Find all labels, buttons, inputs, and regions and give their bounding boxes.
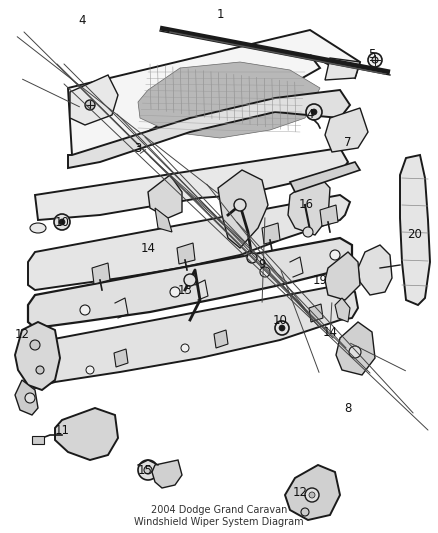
Text: 15: 15 (138, 464, 152, 477)
Polygon shape (309, 304, 323, 322)
Polygon shape (325, 58, 360, 80)
Circle shape (349, 346, 361, 358)
Text: 5: 5 (368, 49, 376, 61)
Polygon shape (285, 465, 340, 520)
Polygon shape (325, 252, 360, 300)
Polygon shape (358, 245, 392, 295)
Polygon shape (152, 460, 182, 488)
Text: 7: 7 (344, 136, 352, 149)
Polygon shape (55, 408, 118, 460)
Circle shape (25, 393, 35, 403)
Polygon shape (68, 30, 360, 155)
Circle shape (303, 227, 313, 237)
Polygon shape (290, 162, 360, 192)
Polygon shape (28, 195, 350, 290)
Text: 14: 14 (322, 326, 338, 338)
Polygon shape (155, 208, 172, 232)
Circle shape (368, 53, 382, 67)
Circle shape (306, 104, 322, 120)
Circle shape (86, 366, 94, 374)
Polygon shape (114, 349, 128, 367)
Polygon shape (15, 380, 38, 415)
Text: 12: 12 (14, 328, 29, 342)
Polygon shape (28, 285, 358, 388)
Text: 10: 10 (55, 215, 70, 229)
Ellipse shape (30, 223, 46, 233)
Polygon shape (288, 175, 330, 235)
Text: 16: 16 (299, 198, 314, 212)
Polygon shape (336, 322, 375, 375)
Text: 1: 1 (216, 9, 224, 21)
Text: 12: 12 (293, 486, 307, 498)
Polygon shape (28, 238, 352, 328)
Circle shape (279, 325, 285, 331)
Polygon shape (335, 298, 350, 322)
Polygon shape (177, 243, 195, 264)
Circle shape (59, 219, 65, 225)
Circle shape (54, 214, 70, 230)
Text: 13: 13 (177, 284, 192, 296)
Circle shape (309, 492, 315, 498)
Circle shape (181, 344, 189, 352)
Circle shape (30, 340, 40, 350)
Text: Windshield Wiper System Diagram: Windshield Wiper System Diagram (134, 517, 304, 527)
Polygon shape (138, 62, 320, 138)
Circle shape (80, 305, 90, 315)
Polygon shape (325, 108, 368, 152)
Circle shape (36, 366, 44, 374)
Circle shape (311, 109, 317, 115)
Polygon shape (400, 155, 430, 305)
Circle shape (260, 267, 270, 277)
FancyBboxPatch shape (32, 436, 44, 444)
Text: 2004 Dodge Grand Caravan: 2004 Dodge Grand Caravan (151, 505, 287, 515)
Polygon shape (35, 148, 348, 220)
Text: 4: 4 (306, 109, 314, 122)
Circle shape (305, 488, 319, 502)
Circle shape (330, 250, 340, 260)
Text: 11: 11 (54, 424, 70, 437)
Polygon shape (214, 330, 228, 348)
Polygon shape (15, 322, 60, 390)
Polygon shape (320, 205, 338, 226)
Text: 14: 14 (141, 241, 155, 254)
Circle shape (184, 274, 196, 286)
Circle shape (170, 287, 180, 297)
Polygon shape (148, 175, 182, 218)
Text: 19: 19 (312, 273, 328, 287)
Polygon shape (68, 90, 350, 168)
Circle shape (138, 460, 158, 480)
Text: 8: 8 (344, 401, 352, 415)
Circle shape (301, 508, 309, 516)
Text: 4: 4 (78, 13, 86, 27)
Circle shape (85, 100, 95, 110)
Circle shape (372, 57, 378, 63)
Circle shape (144, 466, 152, 474)
Circle shape (234, 199, 246, 211)
Circle shape (276, 321, 284, 329)
Circle shape (275, 321, 289, 335)
Polygon shape (218, 170, 268, 248)
Text: 20: 20 (408, 229, 422, 241)
Text: 3: 3 (134, 141, 141, 155)
Polygon shape (262, 223, 280, 244)
Text: 9: 9 (258, 259, 266, 271)
Polygon shape (92, 263, 110, 284)
Text: 10: 10 (272, 313, 287, 327)
Circle shape (247, 253, 257, 263)
Polygon shape (70, 75, 118, 125)
